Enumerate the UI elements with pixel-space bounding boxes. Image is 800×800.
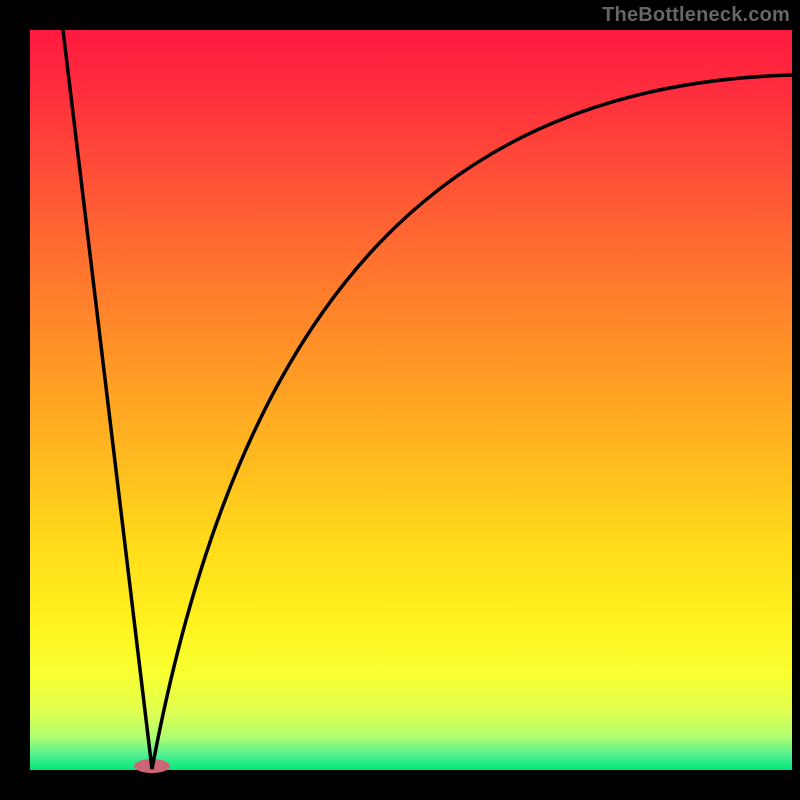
- chart-container: { "watermark": "TheBottleneck.com", "cha…: [0, 0, 800, 800]
- bottleneck-chart: [0, 0, 800, 800]
- watermark-text: TheBottleneck.com: [602, 4, 790, 27]
- chart-plot-area: [30, 30, 792, 770]
